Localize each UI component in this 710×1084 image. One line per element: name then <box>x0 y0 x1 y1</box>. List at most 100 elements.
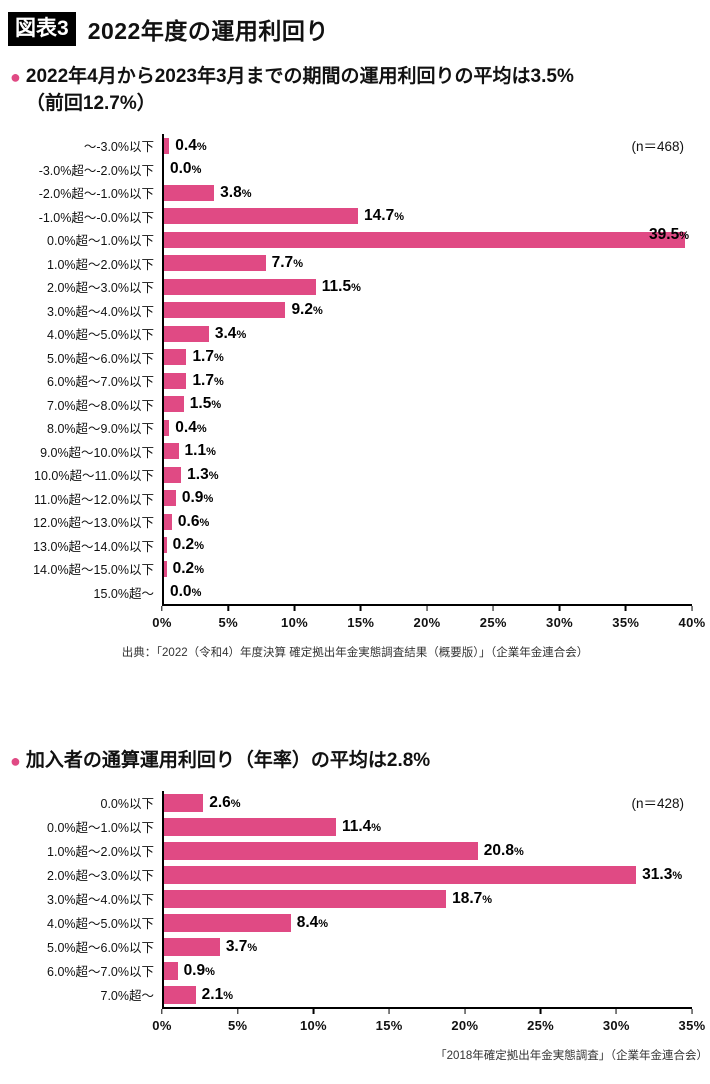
category-label: 14.0%超〜15.0%以下 <box>33 563 154 578</box>
bar-track: 3.7% <box>162 934 692 959</box>
value-label: 14.7% <box>364 207 404 225</box>
bar <box>164 913 291 932</box>
category-label: 1.0%超〜2.0%以下 <box>47 845 154 860</box>
x-axis-tick: 10% <box>300 1008 327 1033</box>
tick-label: 30% <box>546 614 573 630</box>
tick-label: 25% <box>527 1017 555 1033</box>
bar-row: -2.0%超〜-1.0%以下 3.8% <box>16 180 692 205</box>
tick-label: 35% <box>678 1017 706 1033</box>
value-label: 8.4% <box>296 913 329 931</box>
x-axis-tick: 5% <box>219 605 238 630</box>
value-label: 0.0% <box>170 160 202 178</box>
category-label: 12.0%超〜13.0%以下 <box>33 516 154 531</box>
annual-return-distribution-chart: (n＝468) 〜-3.0%以下 0.4% -3.0%超〜-2.0%以下 0.0% -2… <box>16 133 705 636</box>
bar-row: 3.0%超〜4.0%以下 18.7% <box>16 886 692 911</box>
category-label: 5.0%超〜6.0%以下 <box>47 941 154 956</box>
bar <box>164 184 215 201</box>
bar-track: 1.1% <box>162 439 692 463</box>
tick-mark <box>492 605 494 611</box>
bar <box>164 961 178 980</box>
value-label: 7.7% <box>271 254 303 272</box>
category-label: 0.0%超〜1.0%以下 <box>47 821 154 836</box>
bar-row: 8.0%超〜9.0%以下 0.4% <box>16 415 692 440</box>
bar-track: 0.4% <box>162 133 692 158</box>
bar-row: 5.0%超〜6.0%以下 1.7% <box>16 345 692 369</box>
figure-number-badge: 図表3 <box>8 12 76 46</box>
tick-label: 10% <box>281 614 308 630</box>
cumulative-return-distribution-chart: (n＝428) 0.0%以下 2.6% 0.0%超〜1.0%以下 11.4% 1.0%超… <box>16 790 705 1039</box>
x-axis-tick: 15% <box>376 1008 403 1033</box>
value-label: 1.3% <box>187 465 219 483</box>
heading-line: 2022年4月から2023年3月までの期間の運用利回りの平均は3.5% <box>25 66 574 87</box>
bullet-icon: ● <box>10 67 21 87</box>
value-label: 2.6% <box>209 793 241 811</box>
bar-track: 0.9% <box>162 486 692 510</box>
bar-track: 1.3% <box>162 462 692 487</box>
category-label: -2.0%超〜-1.0%以下 <box>38 187 154 202</box>
x-axis-tick: 40% <box>678 605 706 630</box>
sample-size-label: (n＝468) <box>631 138 684 154</box>
category-label: 0.0%以下 <box>100 797 155 812</box>
bar <box>164 793 204 812</box>
bar-row: -3.0%超〜-2.0%以下 0.0% <box>16 157 692 181</box>
bar <box>164 419 170 436</box>
bar <box>164 817 336 836</box>
bar-row: 4.0%超〜5.0%以下 3.4% <box>16 321 692 346</box>
bar <box>164 231 686 248</box>
tick-label: 40% <box>678 614 706 630</box>
tick-label: 0% <box>152 1017 172 1033</box>
bar-track: 0.0% <box>162 580 692 604</box>
bar <box>164 513 172 530</box>
x-axis-tick: 35% <box>612 605 639 630</box>
tick-mark <box>293 605 296 611</box>
bar <box>164 255 266 272</box>
value-label: 0.2% <box>172 536 204 554</box>
bar-row: 5.0%超〜6.0%以下 3.7% <box>16 934 692 959</box>
bar-row: 6.0%超〜7.0%以下 0.9% <box>16 958 692 983</box>
source-note: 「2018年確定拠出年金実態調査」（企業年金連合会） <box>435 1049 708 1062</box>
section2-heading: ● 加入者の通算運用利回り（年率）の平均は2.8% <box>0 738 710 777</box>
value-label: 3.7% <box>225 937 258 955</box>
x-axis: 0% 5% 10% 15% 20% 25% 30% 35% 40% <box>152 603 705 636</box>
category-label: 4.0%超〜5.0%以下 <box>47 328 154 343</box>
x-axis-tick: 20% <box>414 605 441 630</box>
bar-track: 0.6% <box>162 509 692 534</box>
bar-row: 0.0%超〜1.0%以下 11.4% <box>16 814 692 839</box>
value-label: 0.9% <box>183 961 215 979</box>
bar-track: 0.9% <box>162 958 692 983</box>
category-label: 7.0%超〜 <box>100 989 155 1004</box>
bar <box>164 278 316 295</box>
category-label: 7.0%超〜8.0%以下 <box>47 398 154 413</box>
tick-mark <box>312 1008 315 1014</box>
bar-track: 7.7% <box>162 251 692 275</box>
tick-mark <box>464 1008 466 1014</box>
bar <box>164 889 447 908</box>
bar-track: 11.4% <box>162 814 692 839</box>
value-label: 11.4% <box>341 817 382 835</box>
bar <box>164 396 184 413</box>
bar <box>164 302 286 319</box>
bar-row: 〜-3.0%以下 0.4% <box>16 133 692 158</box>
x-axis-tick: 35% <box>678 1008 706 1033</box>
x-axis-tick: 10% <box>281 605 308 630</box>
tick-label: 20% <box>451 1017 479 1033</box>
bar-track: 2.6% <box>162 790 692 815</box>
value-label: 20.8% <box>483 841 524 859</box>
bar-row: 0.0%以下 2.6% <box>16 790 692 815</box>
value-label: 18.7% <box>452 889 493 907</box>
bar-row: 4.0%超〜5.0%以下 8.4% <box>16 910 692 935</box>
bar-track: 18.7% <box>162 886 692 911</box>
bar-row: 14.0%超〜15.0%以下 0.2% <box>16 556 692 581</box>
x-axis-tick: 30% <box>546 605 573 630</box>
tick-label: 15% <box>347 614 375 630</box>
category-label: 10.0%超〜11.0%以下 <box>34 469 154 484</box>
tick-mark <box>558 605 561 611</box>
figure-title: 2022年度の運用利回り <box>87 18 329 44</box>
category-label: 2.0%超〜3.0%以下 <box>47 869 154 884</box>
bar-row: 7.0%超〜8.0%以下 1.5% <box>16 392 692 416</box>
tick-mark <box>161 1008 163 1014</box>
value-label: 1.1% <box>184 442 216 460</box>
x-axis: 0% 5% 10% 15% 20% 25% 30% 35% <box>152 1006 705 1039</box>
heading-line: （前回12.7%） <box>25 92 156 114</box>
value-label: 0.4% <box>175 136 207 154</box>
